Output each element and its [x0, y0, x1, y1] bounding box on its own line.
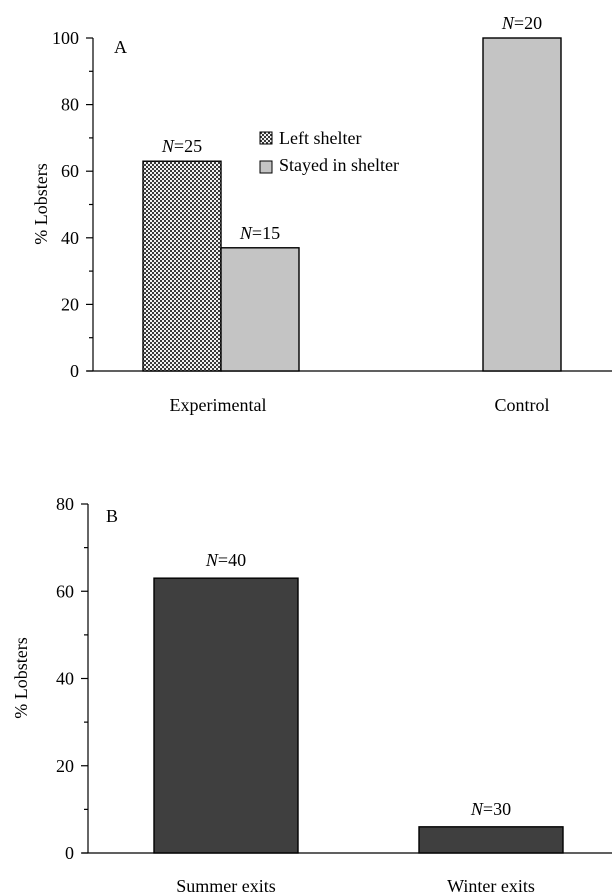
panel-a-chart: 0 20 40 60 80 100 N=25 N=15 N=20 A % Lobsters E… — [31, 13, 612, 415]
bar-summer-exits — [153, 577, 299, 854]
panel-a-y-tick-label: 100 — [52, 28, 79, 48]
panel-b-y-tick-label: 40 — [56, 669, 74, 689]
panel-b-y-tick-label: 60 — [56, 581, 74, 601]
bar-n-label: N=15 — [239, 223, 280, 243]
panel-a-label: A — [114, 37, 127, 57]
bar-n-label: N=40 — [205, 550, 246, 570]
panel-b-category-label-winter: Winter exits — [447, 876, 535, 896]
bar-n-label: N=25 — [161, 136, 202, 156]
bar-n-label: N=30 — [470, 799, 511, 819]
panel-a-category-label-experimental: Experimental — [170, 395, 267, 415]
legend-swatch-left-shelter — [259, 131, 273, 145]
panel-a-y-axis-title: % Lobsters — [31, 163, 51, 244]
bar-n-label: N=20 — [501, 13, 542, 33]
legend-swatch-stayed-in-shelter — [259, 160, 273, 174]
panel-a-category-label-control: Control — [494, 395, 549, 415]
panel-b-category-label-summer: Summer exits — [176, 876, 276, 896]
bar-left-shelter-experimental — [142, 160, 222, 372]
panel-b-y-axis-title: % Lobsters — [11, 637, 31, 718]
bar-stayed-in-shelter-experimental — [220, 247, 300, 372]
bar-winter-exits — [418, 826, 564, 854]
legend-label-stayed-in-shelter: Stayed in shelter — [279, 155, 399, 175]
panel-b-label: B — [106, 506, 118, 526]
panel-b-chart: 0 20 40 60 80 N=40 N=30 B % Lobsters Summer e… — [11, 494, 612, 896]
panel-a-y-tick-label: 0 — [70, 361, 79, 381]
panel-b-y-tick-label: 20 — [56, 756, 74, 776]
bar-stayed-in-shelter-control — [482, 37, 562, 372]
panel-a-y-tick-label: 80 — [61, 95, 79, 115]
panel-a-y-tick-label: 20 — [61, 294, 79, 314]
panel-b-y-tick-label: 80 — [56, 494, 74, 514]
panel-a-legend: Left shelter Stayed in shelter — [259, 128, 399, 175]
panel-b-y-tick-label: 0 — [65, 843, 74, 863]
panel-a-y-tick-label: 60 — [61, 161, 79, 181]
legend-label-left-shelter: Left shelter — [279, 128, 361, 148]
panel-a-y-tick-label: 40 — [61, 228, 79, 248]
